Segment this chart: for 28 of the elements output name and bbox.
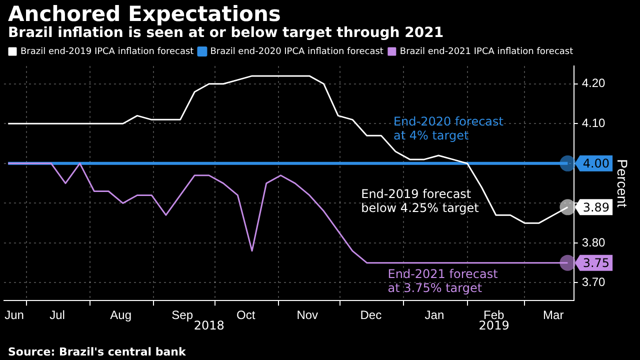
annotation: End-2021 forecast at 3.75% target — [388, 266, 498, 295]
x-tick-label: Jun — [4, 308, 24, 322]
x-tick-label: Jan — [424, 308, 444, 322]
text: 2019 — [478, 318, 510, 333]
legend-label: Brazil end-2021 IPCA inflation forecast — [400, 46, 574, 57]
y-tick-label: 4.10 — [582, 116, 606, 130]
data-label: 3.75 — [582, 256, 610, 270]
text: 2018 — [194, 318, 224, 333]
x-tick-label: Dec — [360, 308, 382, 322]
x-tick-label: Oct — [236, 308, 256, 322]
x-tick-label: Sep — [172, 308, 194, 322]
data-label: 3.89 — [582, 200, 610, 214]
annotation: End-2019 forecast below 4.25% target — [361, 187, 480, 216]
x-tick-label: Aug — [110, 308, 132, 322]
y-tick-label: 4.20 — [582, 76, 606, 90]
chart-subtitle: Brazil inflation is seen at or below target through 2021 — [8, 25, 444, 41]
x-tick-label: Mar — [543, 308, 564, 322]
x-tick-label: Nov — [296, 308, 318, 322]
annotation: End-2020 forecast at 4% target — [393, 114, 504, 142]
legend-label: Brazil end-2020 IPCA inflation forecast — [210, 46, 384, 57]
data-label: 4.00 — [582, 156, 610, 171]
y-axis-title: Percent — [614, 159, 631, 208]
y-tick-label: 3.80 — [582, 235, 606, 250]
y-tick-label: 3.70 — [582, 275, 606, 290]
source-note: Source: Brazil's central bank — [8, 345, 187, 358]
x-tick-label: Jul — [50, 308, 65, 322]
legend-label: Brazil end-2019 IPCA inflation forecast — [20, 46, 194, 57]
chart-title: Anchored Expectations — [8, 2, 281, 26]
